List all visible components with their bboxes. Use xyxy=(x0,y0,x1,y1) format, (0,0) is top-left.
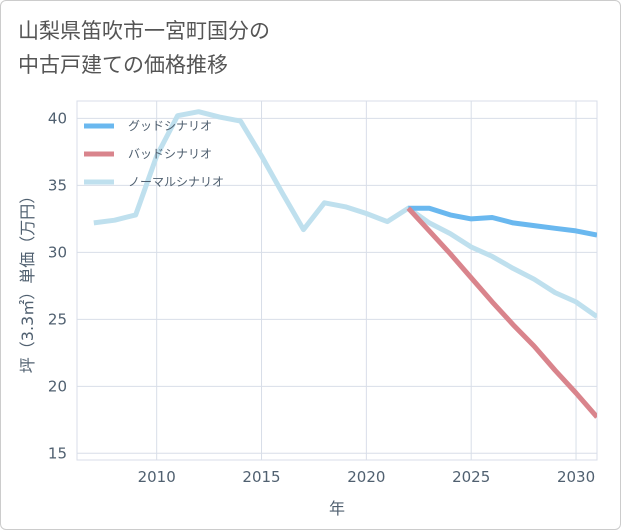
chart-title-line-2: 中古戸建ての価格推移 xyxy=(18,53,228,77)
chart-title: 山梨県笛吹市一宮町国分の 中古戸建ての価格推移 xyxy=(18,14,270,82)
x-tick-label: 2030 xyxy=(557,468,595,486)
y-tick-label: 40 xyxy=(48,109,67,127)
legend-label-good: グッドシナリオ xyxy=(128,119,212,133)
series-line-normal xyxy=(93,109,597,319)
grid xyxy=(76,100,598,461)
y-tick-label: 30 xyxy=(48,243,67,261)
legend-label-bad: バッドシナリオ xyxy=(128,147,212,161)
y-tick-label: 15 xyxy=(48,444,67,462)
x-axis-label: 年 xyxy=(329,499,345,518)
y-tick-label: 20 xyxy=(48,377,67,395)
legend-label-normal: ノーマルシナリオ xyxy=(128,175,224,189)
plot-area xyxy=(76,100,598,461)
series-line-good xyxy=(408,205,597,238)
series-line-bad xyxy=(406,206,597,419)
x-tick-label: 2020 xyxy=(347,468,385,486)
chart-title-line-1: 山梨県笛吹市一宮町国分の xyxy=(18,19,270,43)
y-tick-label: 25 xyxy=(48,310,67,328)
y-axis-label: 坪（3.3㎡）単価（万円） xyxy=(18,188,37,373)
x-tick-label: 2025 xyxy=(452,468,490,486)
x-tick-label: 2010 xyxy=(138,468,176,486)
series-lines xyxy=(93,109,597,419)
x-tick-label: 2015 xyxy=(242,468,280,486)
y-tick-label: 35 xyxy=(48,176,67,194)
